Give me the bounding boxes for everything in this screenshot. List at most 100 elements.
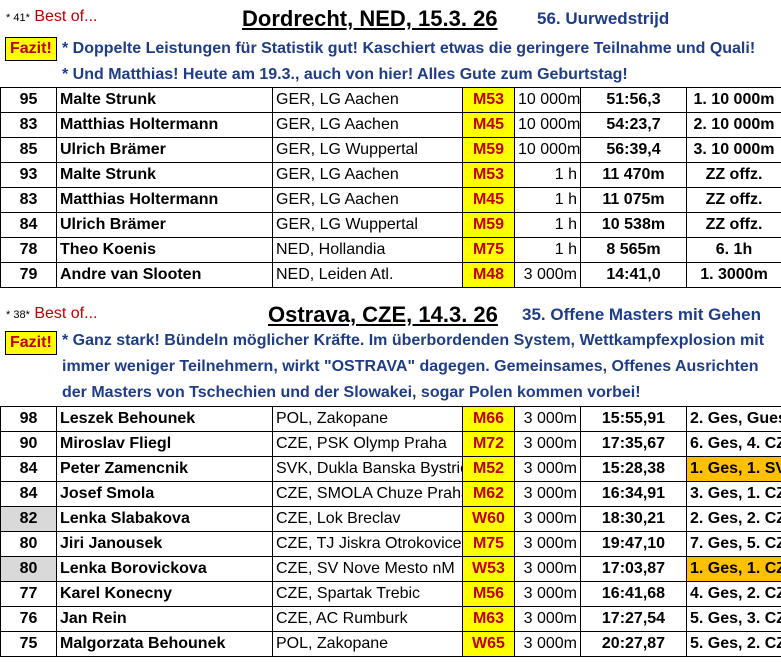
distance-cell: 10 000m bbox=[514, 137, 581, 163]
table-row: 84 Josef Smola CZE, SMOLA Chuze Praha M62 3 … bbox=[0, 481, 781, 507]
club-cell: POL, Zakopane bbox=[272, 631, 463, 657]
athlete-name-cell: Ulrich Brämer bbox=[56, 137, 273, 163]
age-class-cell: M56 bbox=[462, 581, 515, 607]
age-class-cell: W65 bbox=[462, 631, 515, 657]
results-table: 95 Malte Strunk GER, LG Aachen M53 10 000m 51… bbox=[0, 87, 781, 288]
table-row: 79 Andre van Slooten NED, Leiden Atl. M48 3 … bbox=[0, 262, 781, 288]
athlete-name-cell: Matthias Holtermann bbox=[56, 187, 273, 213]
age-class-cell: W60 bbox=[462, 506, 515, 532]
rank-marker: * 38* bbox=[6, 309, 30, 321]
table-row: 75 Malgorzata Behounek POL, Zakopane W65 3 0… bbox=[0, 631, 781, 657]
age-class-cell: M59 bbox=[462, 212, 515, 238]
distance-cell: 3 000m bbox=[514, 262, 581, 288]
distance-cell: 1 h bbox=[514, 237, 581, 263]
club-cell: CZE, Spartak Trebic bbox=[272, 581, 463, 607]
placement-cell: 6. Ges, 4. CZE bbox=[686, 431, 781, 457]
distance-cell: 3 000m bbox=[514, 481, 581, 507]
age-class-cell: M53 bbox=[462, 87, 515, 113]
event-name: 56. Uurwedstrijd bbox=[537, 9, 670, 28]
points-cell: 79 bbox=[0, 262, 57, 288]
table-row: 98 Leszek Behounek POL, Zakopane M66 3 000m 1… bbox=[0, 406, 781, 432]
age-class-cell: M75 bbox=[462, 531, 515, 557]
result-cell: 11 470m bbox=[580, 162, 687, 188]
athlete-name-cell: Karel Konecny bbox=[56, 581, 273, 607]
age-class-cell: M72 bbox=[462, 431, 515, 457]
event-city-title: Ostrava, CZE, 14.3. 26 bbox=[268, 302, 498, 327]
age-class-cell: M48 bbox=[462, 262, 515, 288]
best-of-label: Best of... bbox=[34, 8, 98, 25]
club-cell: NED, Leiden Atl. bbox=[272, 262, 463, 288]
athlete-name-cell: Peter Zamencnik bbox=[56, 456, 273, 482]
best-of-label: Best of... bbox=[34, 305, 98, 322]
fazit-badge: Fazit! bbox=[5, 37, 57, 61]
age-class-cell: M63 bbox=[462, 606, 515, 632]
placement-cell: 2. Ges, 2. CZE bbox=[686, 506, 781, 532]
age-class-cell: M53 bbox=[462, 162, 515, 188]
placement-cell: 5. Ges, 3. CZE bbox=[686, 606, 781, 632]
result-cell: 17:27,54 bbox=[580, 606, 687, 632]
distance-cell: 3 000m bbox=[514, 531, 581, 557]
placement-cell: 4. Ges, 2. CZE bbox=[686, 581, 781, 607]
athlete-name-cell: Josef Smola bbox=[56, 481, 273, 507]
result-cell: 16:34,91 bbox=[580, 481, 687, 507]
distance-cell: 1 h bbox=[514, 212, 581, 238]
distance-cell: 3 000m bbox=[514, 556, 581, 582]
event-city-title: Dordrecht, NED, 15.3. 26 bbox=[242, 6, 498, 31]
fazit-badge: Fazit! bbox=[5, 331, 57, 355]
table-row: 84 Ulrich Brämer GER, LG Wuppertal M59 1 h 10… bbox=[0, 212, 781, 238]
club-cell: NED, Hollandia bbox=[272, 237, 463, 263]
distance-cell: 3 000m bbox=[514, 406, 581, 432]
table-row: 83 Matthias Holtermann GER, LG Aachen M45 1 … bbox=[0, 187, 781, 213]
result-cell: 16:41,68 bbox=[580, 581, 687, 607]
table-row: 84 Peter Zamencnik SVK, Dukla Banska Bystr… bbox=[0, 456, 781, 482]
points-cell: 75 bbox=[0, 631, 57, 657]
points-cell: 83 bbox=[0, 187, 57, 213]
result-cell: 14:41,0 bbox=[580, 262, 687, 288]
club-cell: CZE, Lok Breclav bbox=[272, 506, 463, 532]
result-cell: 10 538m bbox=[580, 212, 687, 238]
athlete-name-cell: Miroslav Fliegl bbox=[56, 431, 273, 457]
age-class-cell: M45 bbox=[462, 187, 515, 213]
club-cell: GER, LG Aachen bbox=[272, 87, 463, 113]
placement-cell: 1. 3000m bbox=[686, 262, 781, 288]
points-cell: 80 bbox=[0, 556, 57, 582]
points-cell: 80 bbox=[0, 531, 57, 557]
distance-cell: 1 h bbox=[514, 162, 581, 188]
table-row: 82 Lenka Slabakova CZE, Lok Breclav W60 3 00… bbox=[0, 506, 781, 532]
club-cell: GER, LG Wuppertal bbox=[272, 212, 463, 238]
points-cell: 85 bbox=[0, 137, 57, 163]
club-cell: CZE, SMOLA Chuze Praha bbox=[272, 481, 463, 507]
distance-cell: 3 000m bbox=[514, 606, 581, 632]
placement-cell: 6. 1h bbox=[686, 237, 781, 263]
section-header: * 38* Best of... bbox=[6, 305, 97, 323]
result-cell: 56:39,4 bbox=[580, 137, 687, 163]
placement-cell: ZZ offz. bbox=[686, 162, 781, 188]
athlete-name-cell: Lenka Slabakova bbox=[56, 506, 273, 532]
section-header: * 41* Best of... bbox=[6, 8, 97, 26]
results-table: 98 Leszek Behounek POL, Zakopane M66 3 000m 1… bbox=[0, 406, 781, 657]
distance-cell: 10 000m bbox=[514, 87, 581, 113]
result-cell: 15:55,91 bbox=[580, 406, 687, 432]
note-line: * Und Matthias! Heute am 19.3., auch von… bbox=[62, 66, 628, 83]
placement-cell: 5. Ges, 2. CZE bbox=[686, 631, 781, 657]
club-cell: CZE, PSK Olymp Praha bbox=[272, 431, 463, 457]
table-row: 95 Malte Strunk GER, LG Aachen M53 10 000m 51… bbox=[0, 87, 781, 113]
points-cell: 78 bbox=[0, 237, 57, 263]
athlete-name-cell: Malgorzata Behounek bbox=[56, 631, 273, 657]
section-ostrava: * 38* Best of... Ostrava, CZE, 14.3. 26 … bbox=[0, 296, 781, 672]
points-cell: 84 bbox=[0, 481, 57, 507]
table-row: 77 Karel Konecny CZE, Spartak Trebic M56 3 0… bbox=[0, 581, 781, 607]
athlete-name-cell: Theo Koenis bbox=[56, 237, 273, 263]
club-cell: CZE, SV Nove Mesto nM bbox=[272, 556, 463, 582]
section-dordrecht: * 41* Best of... Dordrecht, NED, 15.3. 2… bbox=[0, 0, 781, 296]
placement-cell: 3. Ges, 1. CZE bbox=[686, 481, 781, 507]
result-cell: 54:23,7 bbox=[580, 112, 687, 138]
athlete-name-cell: Leszek Behounek bbox=[56, 406, 273, 432]
table-row: 90 Miroslav Fliegl CZE, PSK Olymp Praha M72… bbox=[0, 431, 781, 457]
age-class-cell: M66 bbox=[462, 406, 515, 432]
result-cell: 18:30,21 bbox=[580, 506, 687, 532]
age-class-cell: M52 bbox=[462, 456, 515, 482]
athlete-name-cell: Andre van Slooten bbox=[56, 262, 273, 288]
note-line: immer weniger Teilnehmern, wirkt "OSTRAV… bbox=[62, 358, 759, 375]
points-cell: 77 bbox=[0, 581, 57, 607]
